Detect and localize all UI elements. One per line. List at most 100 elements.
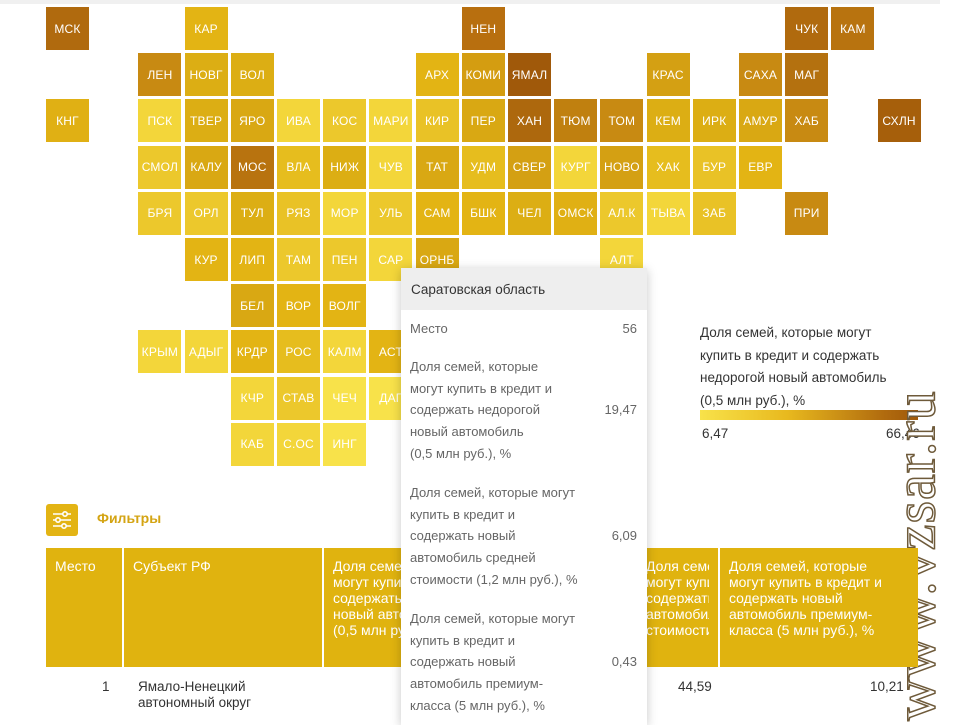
region-tile[interactable]: ИВА (277, 99, 320, 143)
header-separator (322, 548, 324, 667)
region-tile[interactable]: ОРЛ (184, 191, 228, 235)
region-tile[interactable]: КРЫМ (138, 330, 182, 374)
tooltip-row-value: 6,09 (611, 528, 637, 544)
cell-premium-car-value: 10,21 (870, 679, 904, 694)
region-tile[interactable]: КОС (323, 99, 367, 143)
region-tile[interactable]: КИР (415, 99, 459, 143)
region-tile[interactable]: НОВГ (184, 53, 228, 97)
region-tile[interactable]: РЯЗ (277, 191, 320, 235)
region-tile[interactable]: ЯМАЛ (508, 53, 551, 97)
cell-place: 1 (102, 679, 110, 694)
map-legend: Доля семей, которые могут купить в креди… (700, 322, 930, 441)
region-tile[interactable]: ТЫВА (646, 191, 690, 235)
region-tile[interactable]: КАМ (831, 7, 875, 50)
region-tile[interactable]: КОМИ (461, 53, 505, 97)
region-tile[interactable]: ЛЕН (138, 53, 182, 97)
region-tile[interactable]: КАЛУ (184, 145, 228, 189)
region-tile[interactable]: КАБ (230, 422, 274, 466)
sliders-icon (53, 511, 71, 529)
region-tile[interactable]: АДЫГ (184, 330, 228, 374)
region-tile[interactable]: РОС (277, 330, 320, 374)
region-tile[interactable]: САХА (739, 53, 782, 97)
region-tile[interactable]: ХАК (646, 145, 690, 189)
region-tile[interactable]: СМОЛ (138, 145, 182, 189)
cell-mid-car-value: 44,59 (678, 679, 712, 694)
region-tile[interactable]: МАГ (785, 53, 829, 97)
tooltip-row-value: 56 (622, 321, 637, 336)
region-tile[interactable]: КРДР (230, 330, 274, 374)
region-tile[interactable]: ПЕН (323, 238, 367, 281)
filters-label[interactable]: Фильтры (97, 510, 162, 526)
column-header-premium-car[interactable]: Доля семей, которые могут купить в креди… (720, 548, 918, 667)
column-header-place[interactable]: Место (46, 548, 122, 667)
region-tile[interactable]: ИРК (692, 99, 736, 143)
tooltip-row-label: Доля семей, которые могут купить в кредит… (410, 359, 553, 461)
region-tile[interactable]: ЗАБ (692, 191, 736, 235)
region-tile[interactable]: НИЖ (323, 145, 367, 189)
region-tile[interactable]: КАР (184, 7, 228, 50)
region-tile[interactable]: ХАН (508, 99, 551, 143)
region-tile[interactable]: МАРИ (369, 99, 413, 143)
tooltip-title: Саратовская область (401, 268, 647, 310)
region-tile[interactable]: КЧР (230, 376, 274, 420)
region-tile[interactable]: БШК (461, 191, 505, 235)
region-tile[interactable]: КЕМ (646, 99, 690, 143)
region-tile[interactable]: КРАС (646, 53, 690, 97)
region-tile[interactable]: ТЮМ (554, 99, 598, 143)
filters-button[interactable] (46, 504, 78, 536)
region-tile[interactable]: ТВЕР (184, 99, 228, 143)
region-tile[interactable]: ПРИ (785, 191, 829, 235)
legend-color-scale (700, 410, 918, 420)
legend-max-value: 66,46 (886, 426, 920, 441)
region-tile[interactable]: БЕЛ (230, 284, 274, 328)
region-tile[interactable]: НОВО (600, 145, 644, 189)
tooltip-row-value: 19,47 (604, 402, 637, 418)
region-tile[interactable]: ЛИП (230, 238, 274, 281)
region-tile[interactable]: ХАБ (785, 99, 829, 143)
region-tile[interactable]: ИНГ (323, 422, 367, 466)
region-tile[interactable]: УЛЬ (369, 191, 413, 235)
region-tile[interactable]: САМ (415, 191, 459, 235)
region-tile[interactable]: УДМ (461, 145, 505, 189)
region-tile[interactable]: КУРГ (554, 145, 598, 189)
region-tile[interactable]: ЧЕЧ (323, 376, 367, 420)
region-tile[interactable]: АРХ (415, 53, 459, 97)
legend-title: Доля семей, которые могут купить в креди… (700, 325, 887, 408)
region-tile[interactable]: ПЕР (461, 99, 505, 143)
header-separator (122, 548, 124, 667)
region-tile[interactable]: СВЕР (508, 145, 551, 189)
region-tile[interactable]: ТОМ (600, 99, 644, 143)
region-tile[interactable]: ТАТ (415, 145, 459, 189)
region-tile[interactable]: СТАВ (277, 376, 320, 420)
region-tile[interactable]: АМУР (739, 99, 782, 143)
region-tile[interactable]: КАЛМ (323, 330, 367, 374)
region-tile[interactable]: ПСК (138, 99, 182, 143)
region-tile[interactable]: АЛ.К (600, 191, 644, 235)
region-tile[interactable]: ЕВР (739, 145, 782, 189)
region-tile[interactable]: БУР (692, 145, 736, 189)
region-tile[interactable]: ЧУВ (369, 145, 413, 189)
region-tile[interactable]: ЯРО (230, 99, 274, 143)
region-tile[interactable]: СХЛН (877, 99, 921, 143)
region-tile[interactable]: ВОР (277, 284, 320, 328)
region-tile[interactable]: МСК (46, 7, 89, 50)
region-tile[interactable]: НЕН (461, 7, 505, 50)
region-tile[interactable]: ЧЕЛ (508, 191, 551, 235)
region-tile[interactable]: МОР (323, 191, 367, 235)
region-tile[interactable]: ТАМ (277, 238, 320, 281)
region-tile[interactable]: ОМСК (554, 191, 598, 235)
cell-subject[interactable]: Ямало-Ненецкий автономный округ (138, 679, 252, 710)
region-tile[interactable]: КНГ (46, 99, 89, 143)
region-tile[interactable]: ВОЛ (230, 53, 274, 97)
region-tile[interactable]: ТУЛ (230, 191, 274, 235)
region-tile[interactable]: ВОЛГ (323, 284, 367, 328)
region-tile[interactable]: МОС (230, 145, 274, 189)
region-tile[interactable]: КУР (184, 238, 228, 281)
region-tile[interactable]: БРЯ (138, 191, 182, 235)
region-tile[interactable]: ЧУК (785, 7, 829, 50)
region-tile[interactable]: ВЛА (277, 145, 320, 189)
region-tile[interactable]: С.ОС (277, 422, 320, 466)
legend-min-value: 6,47 (702, 426, 729, 441)
column-header-subject[interactable]: Субъект РФ (124, 548, 322, 667)
tooltip-row-value: 0,43 (611, 654, 637, 670)
